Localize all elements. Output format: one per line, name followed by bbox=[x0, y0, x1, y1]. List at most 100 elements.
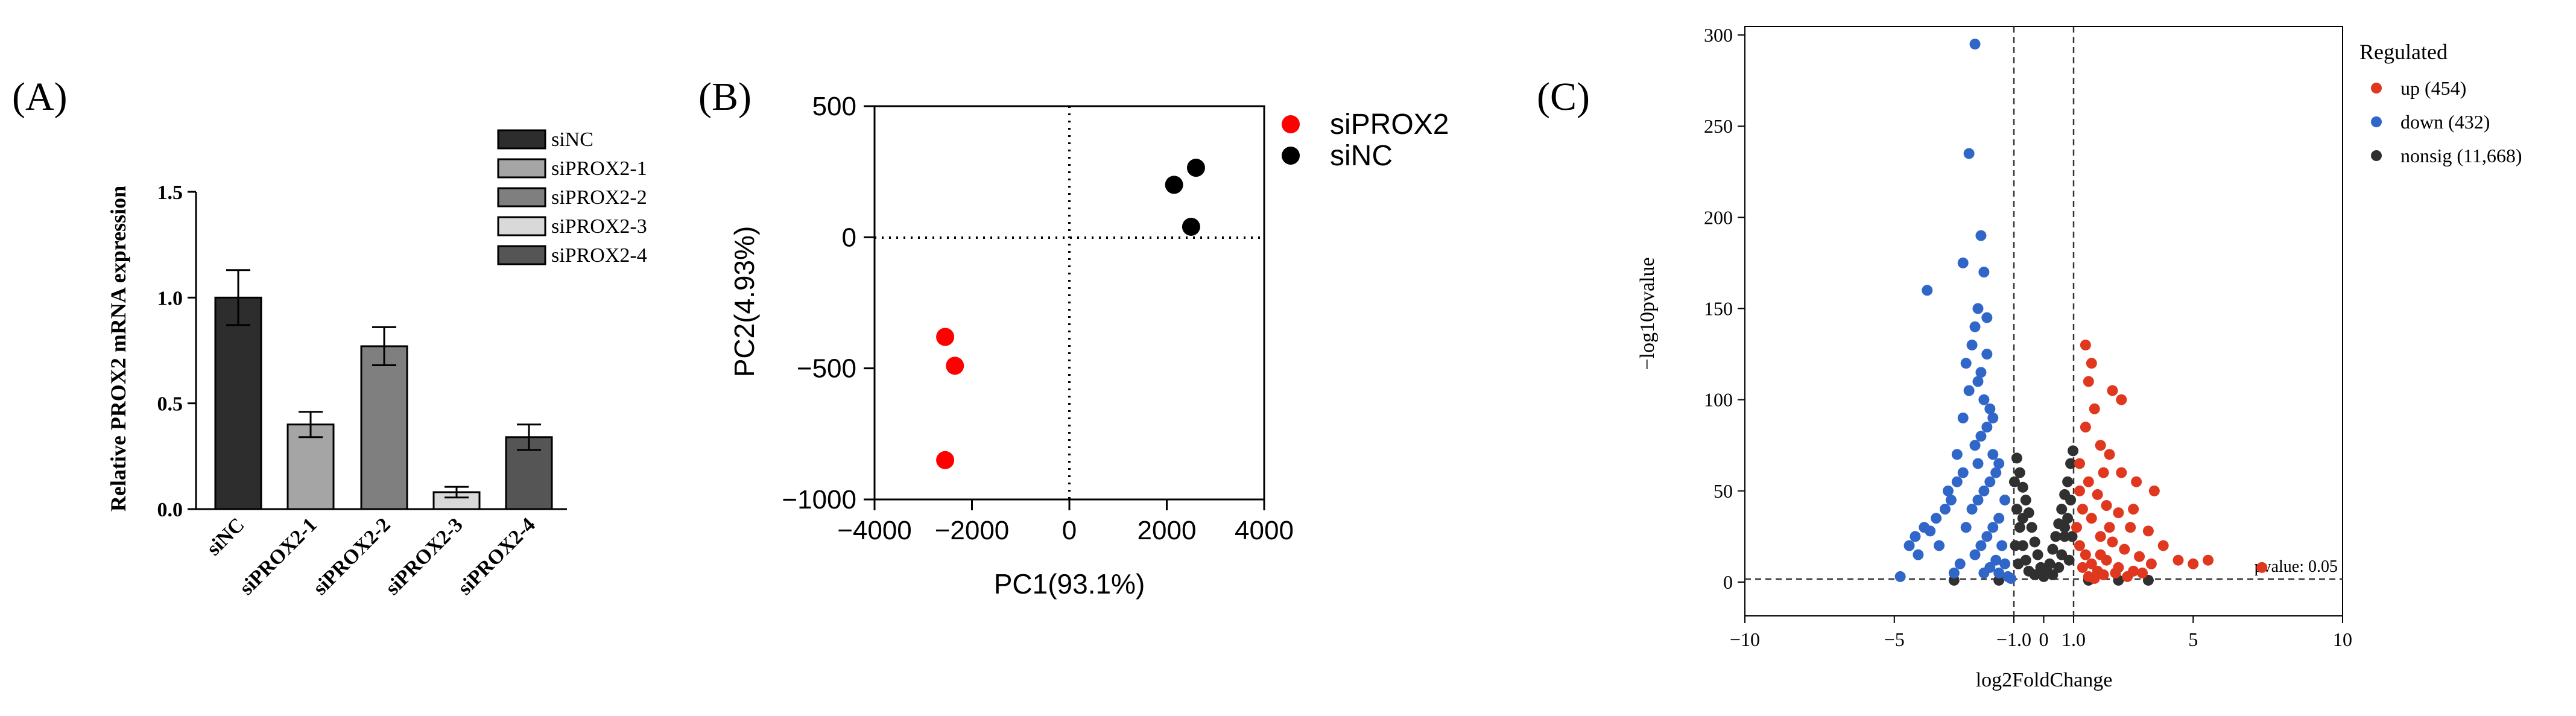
panel-c-point bbox=[2020, 494, 2031, 505]
panel-c-point bbox=[1996, 540, 2008, 551]
panel-c-point bbox=[2083, 376, 2094, 387]
panel-c-point bbox=[2017, 540, 2028, 551]
panel-c-point bbox=[1960, 522, 1972, 533]
panel-c-point bbox=[2059, 522, 2071, 533]
panel-b-ytick-label: 0 bbox=[842, 223, 856, 252]
panel-c-point bbox=[2173, 554, 2184, 566]
panel-c-point bbox=[2056, 504, 2068, 515]
panel-c-point bbox=[1978, 394, 1990, 405]
panel-c-point bbox=[2101, 500, 2112, 512]
panel-c-point bbox=[2074, 485, 2085, 496]
panel-a-legend-label: siPROX2-1 bbox=[551, 157, 647, 180]
panel-c-point bbox=[2005, 572, 2016, 584]
panel-c-point bbox=[1975, 431, 1987, 442]
panel-c-point bbox=[1987, 449, 1999, 460]
panel-c-point bbox=[2077, 562, 2088, 573]
panel-c-point bbox=[2116, 394, 2127, 405]
panel-a-legend-swatch bbox=[497, 245, 546, 265]
panel-c-point bbox=[1969, 39, 1981, 50]
panel-a-legend-label: siPROX2-3 bbox=[551, 215, 647, 238]
panel-c-point bbox=[2080, 339, 2091, 350]
panel-c-point bbox=[2095, 440, 2106, 451]
panel-c-point bbox=[1987, 412, 1999, 423]
panel-b-legend-label: siPROX2 bbox=[1330, 109, 1449, 141]
panel-c-point bbox=[2095, 531, 2106, 542]
panel-c-point bbox=[1922, 285, 1933, 296]
panel-c-point bbox=[1969, 440, 1981, 451]
panel-c-point bbox=[1987, 522, 1999, 533]
panel-c-point bbox=[1931, 513, 1942, 524]
panel-a-legend-swatch bbox=[497, 129, 546, 150]
panel-c-point bbox=[2063, 554, 2075, 566]
panel-c-volcano-plot: (C) pvalue: 0.05 −10 −5 −1.0 0 1.0 5 100501001… bbox=[1537, 24, 2522, 691]
panel-c-point bbox=[1978, 567, 1990, 578]
panel-a-legend-swatch bbox=[497, 216, 546, 236]
panel-c-legend-marker bbox=[2371, 116, 2382, 127]
panel-c-point bbox=[2056, 549, 2068, 560]
panel-b-point bbox=[1182, 217, 1200, 236]
panel-b-label: (B) bbox=[698, 75, 752, 119]
panel-c-xtick-label: 5 bbox=[2188, 629, 2198, 650]
panel-c-point bbox=[1981, 531, 1993, 542]
panel-a-legend-label: siPROX2-2 bbox=[551, 186, 647, 209]
panel-b-xlabel: PC1(93.1%) bbox=[994, 568, 1145, 600]
panel-c-point bbox=[2137, 567, 2148, 578]
panel-a-bar-chart: (A) Relative PROX2 mRNA expression 0.0 0.… bbox=[12, 75, 647, 600]
panel-c-point bbox=[2092, 489, 2103, 500]
panel-c-point bbox=[2066, 531, 2078, 542]
panel-c-point bbox=[2011, 452, 2022, 464]
panel-c-point bbox=[2053, 562, 2065, 573]
panel-c-ytick-label: 100 bbox=[1704, 389, 1733, 411]
panel-c-point bbox=[2013, 558, 2024, 569]
panel-c-xlabel: log2FoldChange bbox=[1976, 669, 2113, 691]
panel-c-point bbox=[2010, 540, 2021, 551]
panel-c-point bbox=[2134, 551, 2145, 562]
panel-a-ylabel: Relative PROX2 mRNA expression bbox=[106, 186, 130, 512]
panel-a-xtick-label: siPROX2-3 bbox=[381, 513, 467, 599]
panel-c-point bbox=[2014, 467, 2025, 478]
panel-c-point bbox=[1993, 458, 2005, 469]
panel-c-point bbox=[2068, 445, 2079, 457]
panel-c-ytick-label: 300 bbox=[1704, 24, 1733, 46]
panel-c-point bbox=[1972, 303, 1984, 314]
panel-c-xtick-label: −5 bbox=[1884, 629, 1905, 650]
panel-b-point bbox=[946, 356, 964, 375]
panel-c-xtick-label: 0 bbox=[2039, 629, 2049, 650]
panel-c-point bbox=[1975, 540, 1987, 551]
panel-c-point bbox=[2017, 481, 2028, 493]
panel-c-point bbox=[1990, 554, 2002, 566]
panel-c-point bbox=[1963, 148, 1975, 159]
panel-c-point bbox=[1951, 476, 1963, 487]
panel-c-point bbox=[2098, 467, 2109, 478]
panel-c-point bbox=[2203, 554, 2214, 566]
panel-b-xtick-label: 2000 bbox=[1138, 516, 1197, 545]
panel-b-legend-label: siNC bbox=[1330, 140, 1393, 172]
panel-c-legend-title: Regulated bbox=[2359, 40, 2448, 64]
panel-c-point bbox=[2077, 504, 2088, 515]
panel-b-point bbox=[936, 451, 955, 469]
panel-c-ytick-label: 50 bbox=[1714, 480, 1733, 502]
panel-c-point bbox=[1969, 321, 1981, 332]
panel-c-point bbox=[2062, 513, 2074, 524]
panel-a-bar bbox=[360, 345, 408, 510]
panel-b-xtick-label: 0 bbox=[1062, 516, 1077, 545]
panel-c-point bbox=[2256, 562, 2268, 573]
panel-c-point bbox=[1951, 449, 1963, 460]
panel-b-xtick-label: −4000 bbox=[837, 516, 912, 545]
panel-c-point bbox=[1894, 571, 1906, 582]
panel-c-point bbox=[2086, 558, 2097, 569]
panel-c-point bbox=[1913, 549, 1924, 560]
panel-c-point bbox=[1981, 349, 1993, 360]
panel-a-xtick-label: siNC bbox=[203, 513, 249, 560]
panel-c-point bbox=[2059, 531, 2071, 542]
panel-c-point bbox=[1990, 467, 2002, 478]
panel-c-point bbox=[2017, 513, 2028, 524]
panel-c-point bbox=[2065, 494, 2077, 505]
panel-c-point bbox=[1972, 494, 1984, 505]
panel-b-ytick-label: 500 bbox=[812, 92, 856, 121]
panel-c-point bbox=[2098, 569, 2109, 580]
panel-c-point bbox=[2128, 565, 2139, 577]
panel-a-legend-label: siPROX2-4 bbox=[551, 244, 647, 267]
panel-c-ytick-label: 150 bbox=[1704, 298, 1733, 320]
panel-c-point bbox=[1993, 513, 2005, 524]
